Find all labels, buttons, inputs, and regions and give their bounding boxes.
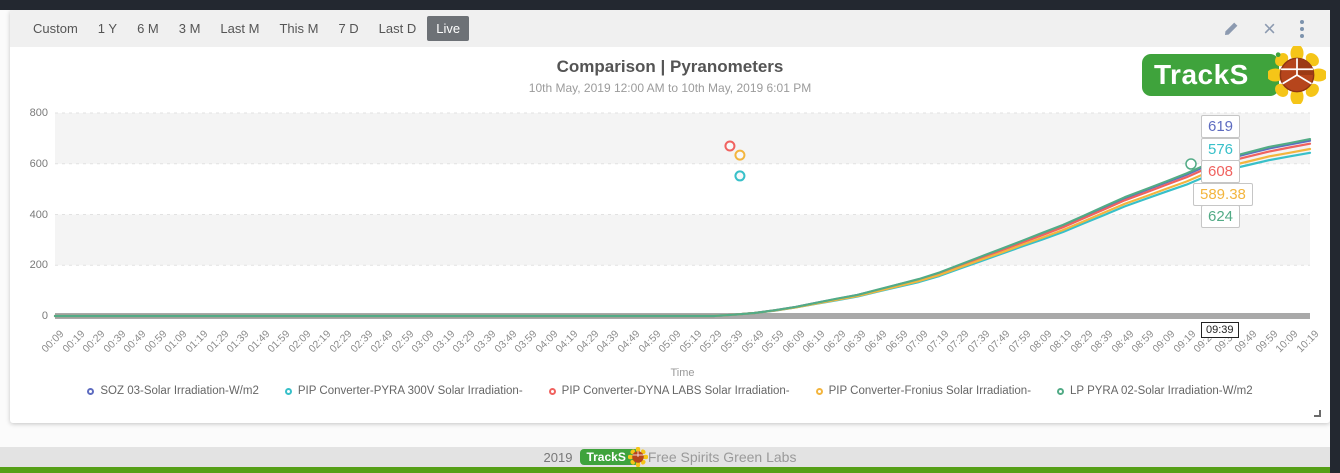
y-tick-200: 200 [29,259,48,272]
cursor-value-3: 589.38 [1193,183,1253,206]
right-window-bar [1330,0,1340,473]
footer-company: Free Spirits Green Labs [647,449,797,465]
y-tick-800: 800 [29,107,48,119]
top-window-bar [0,0,1340,10]
range-button-this-m[interactable]: This M [279,21,319,36]
cursor-value-0: 619 [1201,115,1241,138]
range-buttons: Custom 1 Y 6 M 3 M Last M This M 7 D Last D Live [24,16,471,41]
cursor-value-1: 576 [1201,138,1241,161]
grid-band [55,214,1310,266]
y-tick-600: 600 [29,157,48,170]
outlier-marker-0 [724,140,736,152]
trackso-logo: TrackS [1142,46,1328,104]
resize-handle[interactable] [1314,410,1321,417]
range-button-live[interactable]: Live [427,16,470,41]
range-button-last-m[interactable]: Last M [220,21,260,36]
y-tick-400: 400 [29,208,48,221]
range-button-last-d[interactable]: Last D [378,21,417,36]
legend-marker-icon [1057,387,1065,395]
hover-point-marker [1185,158,1197,170]
kebab-menu-icon[interactable] [1300,19,1304,38]
legend-label: PIP Converter-Fronius Solar Irradiation- [828,385,1032,397]
legend-label: PIP Converter-DYNA LABS Solar Irradiatio… [561,385,790,397]
legend-item-4[interactable]: LP PYRA 02-Solar Irradiation-W/m2 [1057,385,1253,397]
legend-label: SOZ 03-Solar Irradiation-W/m2 [100,385,259,397]
x-axis-title: Time [670,367,695,379]
cursor-value-2: 608 [1201,160,1241,183]
footer-sunflower-icon [627,447,648,467]
cursor-time-tooltip: 09:39 [1201,322,1239,338]
range-toolbar: Custom 1 Y 6 M 3 M Last M This M 7 D Last D Live… [10,10,1330,47]
y-tick-0: 0 [41,310,48,322]
series-line-4 [53,138,1312,318]
trackso-logo-text: TrackS [1142,54,1279,96]
legend-marker-icon [87,387,95,395]
footer-year: 2019 [543,449,573,465]
legend-label: LP PYRA 02-Solar Irradiation-W/m2 [1070,385,1253,397]
footer-logo-text: TrackS [586,450,626,464]
chart-legend: SOZ 03-Solar Irradiation-W/m2 PIP Convert… [10,385,1330,397]
cursor-value-4: 624 [1201,205,1241,228]
toolbar-icons: × [1223,15,1330,41]
range-button-custom[interactable]: Custom [33,21,78,36]
range-button-3-m[interactable]: 3 M [178,21,201,36]
legend-item-2[interactable]: PIP Converter-DYNA LABS Solar Irradiatio… [548,385,790,397]
outlier-marker-2 [734,170,746,182]
plot-area: 0 200 400 600 800 00:09 00:19 00:29 00:39 00:49 0… [10,10,1330,423]
chart-card: Custom 1 Y 6 M 3 M Last M This M 7 D Last D Live… [10,10,1330,423]
legend-item-3[interactable]: PIP Converter-Fronius Solar Irradiation- [815,385,1032,397]
outlier-marker-1 [734,149,746,161]
legend-marker-icon [284,387,292,395]
footer-bar: 2019 TrackS Free Spirits Green Labs [0,447,1340,467]
close-icon[interactable]: × [1263,15,1276,41]
legend-item-1[interactable]: PIP Converter-PYRA 300V Solar Irradiatio… [284,385,523,397]
range-button-1-y[interactable]: 1 Y [97,21,118,36]
legend-label: PIP Converter-PYRA 300V Solar Irradiatio… [297,385,523,397]
legend-item-0[interactable]: SOZ 03-Solar Irradiation-W/m2 [87,385,259,397]
range-button-7-d[interactable]: 7 D [338,21,359,36]
chart-canvas [53,112,1312,319]
footer-green-bar [0,467,1340,473]
legend-marker-icon [548,387,556,395]
range-button-6-m[interactable]: 6 M [137,21,159,36]
sunflower-icon [1268,46,1326,104]
legend-marker-icon [815,387,823,395]
grid-band [55,113,1310,164]
edit-pencil-icon[interactable] [1223,21,1239,37]
footer-logo: TrackS [580,447,648,467]
